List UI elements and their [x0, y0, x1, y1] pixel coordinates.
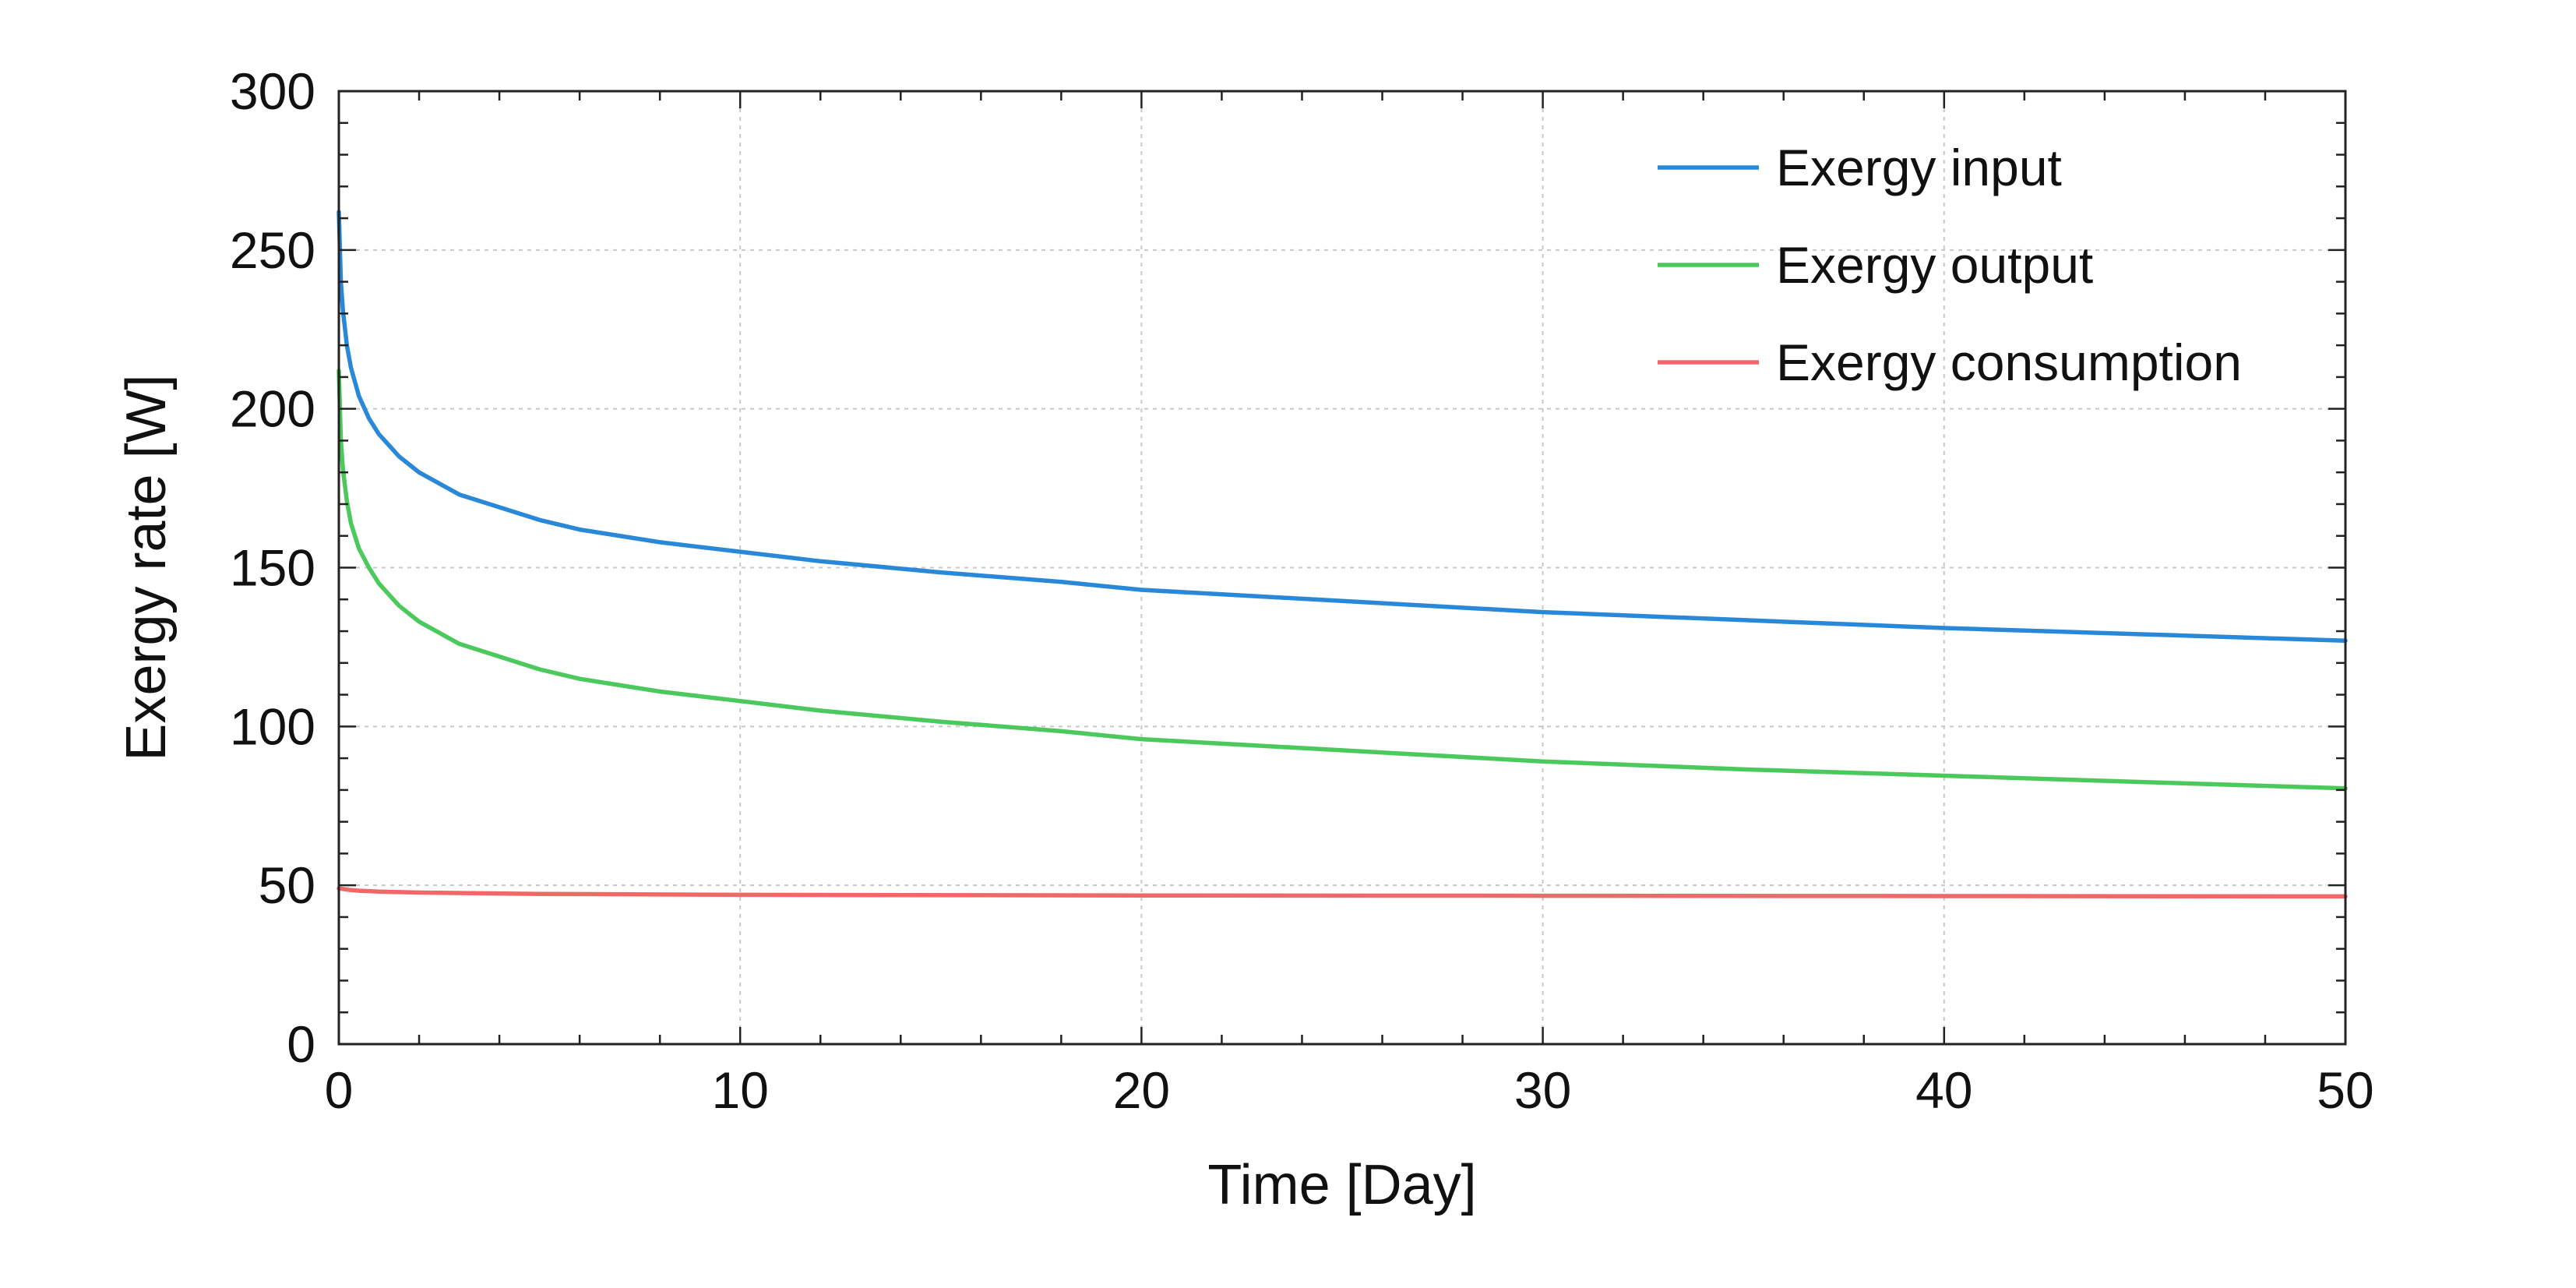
series-lines — [337, 210, 2348, 899]
series-line-exergy-input — [337, 210, 2348, 644]
y-tick-label: 250 — [230, 221, 315, 279]
y-tick-label: 200 — [230, 380, 315, 438]
legend: Exergy input Exergy output Exergy consumpt… — [1658, 139, 2242, 391]
series-line-exergy-consumption — [337, 886, 2348, 899]
gridlines — [339, 91, 2345, 1044]
y-tick-label: 150 — [230, 539, 315, 597]
y-tick-label: 50 — [259, 856, 315, 914]
x-axis-title: Time [Day] — [1207, 1154, 1476, 1216]
y-axis-title: Exergy rate [W] — [115, 374, 178, 760]
y-tick-label: 100 — [230, 697, 315, 755]
legend-label-exergy-consumption: Exergy consumption — [1776, 333, 2242, 391]
x-axis-tick-labels: 0 10 20 30 40 50 — [325, 1061, 2374, 1119]
legend-label-exergy-output: Exergy output — [1776, 236, 2093, 294]
x-tick-label: 50 — [2317, 1061, 2373, 1119]
series-line-exergy-output — [337, 368, 2348, 791]
x-tick-label: 40 — [1915, 1061, 1972, 1119]
x-tick-label: 30 — [1514, 1061, 1571, 1119]
x-tick-label: 20 — [1113, 1061, 1170, 1119]
x-tick-label: 0 — [325, 1061, 354, 1119]
y-tick-label: 300 — [230, 62, 315, 120]
axis-ticks — [337, 90, 2347, 1046]
y-tick-label: 0 — [287, 1015, 315, 1073]
y-axis-tick-labels: 0 50 100 150 200 250 300 — [230, 62, 315, 1073]
legend-label-exergy-input: Exergy input — [1776, 139, 2062, 196]
x-tick-label: 10 — [711, 1061, 768, 1119]
